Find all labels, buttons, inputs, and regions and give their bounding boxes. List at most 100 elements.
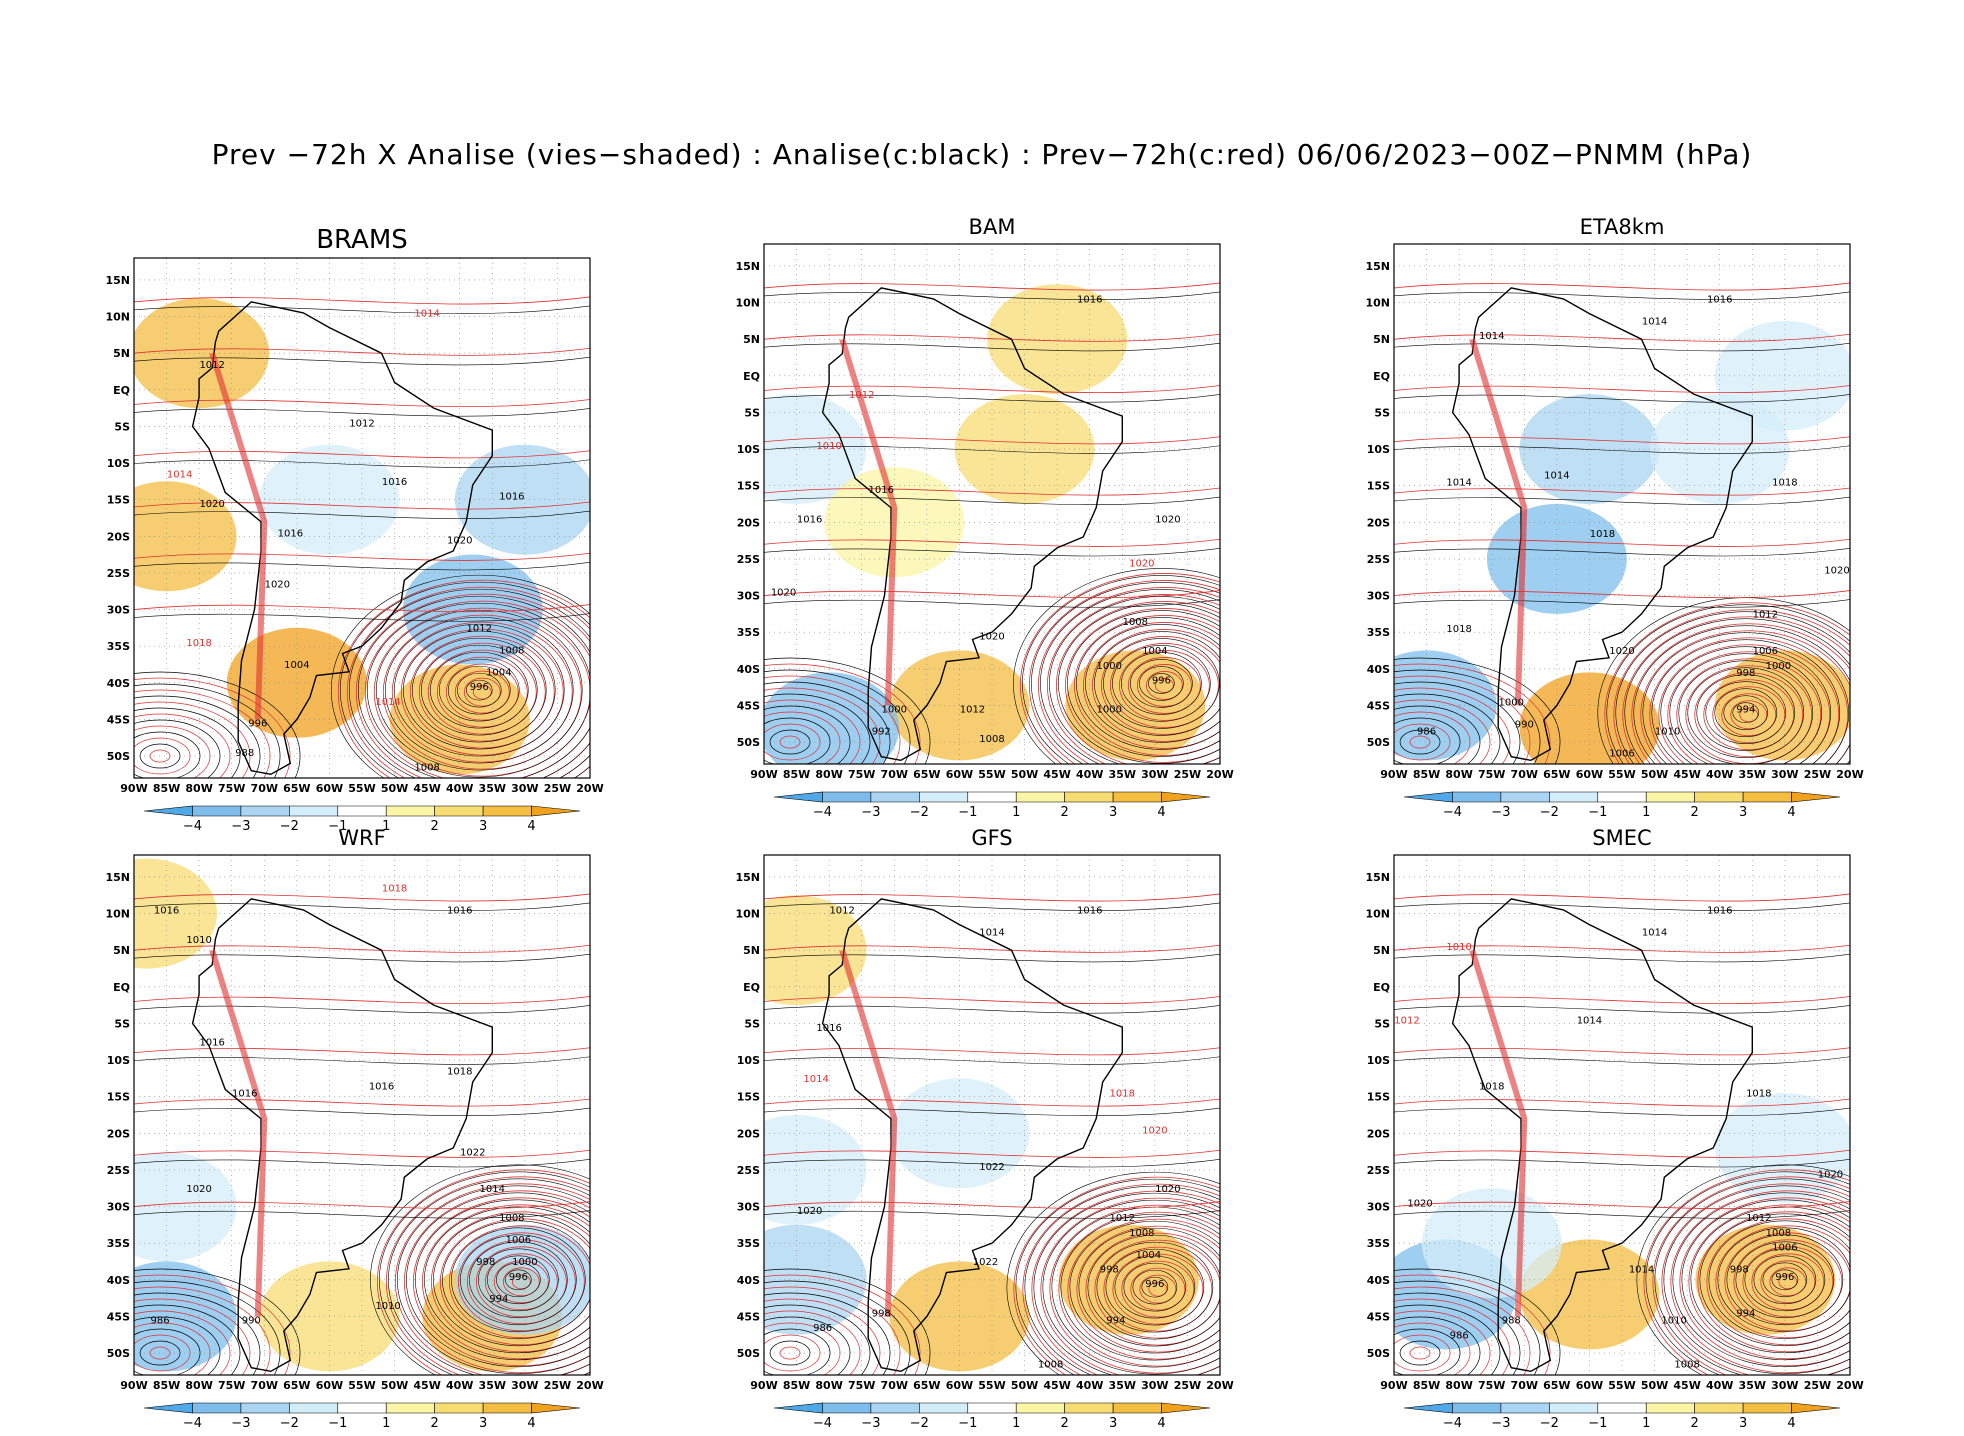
forecast-isobar <box>134 944 590 953</box>
y-tick-label: 15N <box>735 260 760 273</box>
contour-label: 1012 <box>199 360 224 371</box>
contour-label: 1016 <box>1707 295 1732 306</box>
contour-label: 1016 <box>232 1089 257 1100</box>
panel-smec: SMEC 1016 1014 1010 1012 1014 1018 1018 1020 1020… <box>1365 815 1964 1431</box>
y-tick-label: 50S <box>737 1347 760 1360</box>
low-contour-sw <box>139 1340 181 1366</box>
colorbar-swatch <box>967 1402 1017 1414</box>
y-tick-label: 5S <box>1374 1017 1390 1030</box>
contour-label: 1008 <box>1038 1360 1063 1371</box>
forecast-contour <box>1640 630 1850 764</box>
forecast-isobar <box>1394 590 1850 599</box>
analysis-contour <box>451 1227 586 1333</box>
contour-label: 1000 <box>1097 661 1122 672</box>
analysis-isobar <box>1394 445 1850 454</box>
forecast-contour <box>1154 678 1174 693</box>
y-tick-label: 35S <box>737 1237 760 1250</box>
analysis-contour <box>429 651 529 729</box>
colorbar-label: 2 <box>431 1416 439 1431</box>
forecast-isobar <box>764 1201 1220 1210</box>
colorbar-label: 2 <box>1061 805 1069 820</box>
low-contour-sw <box>764 663 921 764</box>
forecast-contour <box>1130 1267 1186 1311</box>
low-contour-sw <box>1394 681 1521 764</box>
x-tick-label: 50W <box>1641 768 1668 781</box>
low-contour-sw <box>764 705 851 764</box>
y-tick-label: 5S <box>744 406 760 419</box>
low-contour-sw <box>1394 699 1491 764</box>
forecast-contour <box>355 593 590 778</box>
y-tick-label: 45S <box>737 699 760 712</box>
forecast-contour <box>1121 1260 1195 1318</box>
contour-label: 1010 <box>1446 942 1471 953</box>
analysis-contour <box>1130 659 1193 708</box>
forecast-contour <box>1721 693 1777 737</box>
andes-contours <box>839 338 898 706</box>
low-contour-sw <box>1394 723 1451 761</box>
forecast-contour <box>346 586 590 778</box>
panel-eta8km: ETA8km 1016 1014 1014 1014 1014 1018 1018 1020 10… <box>1365 204 1964 820</box>
bias-region <box>764 672 900 764</box>
analysis-contour <box>402 630 556 750</box>
forecast-contour <box>1139 1274 1177 1304</box>
colorbar-swatch <box>1645 1402 1695 1414</box>
analysis-isobar <box>1394 902 1850 911</box>
low-contour-sw <box>1394 687 1511 764</box>
analysis-isobar <box>1394 1210 1850 1219</box>
y-tick-label: 10N <box>1365 908 1390 921</box>
contour-label: 998 <box>1100 1264 1119 1275</box>
bias-region <box>764 1224 867 1335</box>
forecast-contour <box>418 642 546 742</box>
analysis-isobar <box>1394 1158 1850 1168</box>
low-contour-sw <box>1394 1328 1461 1375</box>
analysis-contour <box>1078 1227 1220 1347</box>
analysis-contour <box>1103 638 1220 729</box>
forecast-contour <box>1091 629 1220 742</box>
analysis-contour <box>370 1164 590 1375</box>
x-tick-label: 70W <box>251 1379 278 1392</box>
y-tick-label: 40S <box>107 1274 130 1287</box>
analysis-contour <box>406 1192 590 1368</box>
panel-title: BRAMS <box>316 225 408 255</box>
forecast-contour <box>439 1218 590 1346</box>
colorbar-label: 2 <box>1061 1416 1069 1431</box>
contour-label: 986 <box>151 1316 170 1327</box>
low-contour-sw <box>1394 657 1561 764</box>
forecast-isobar <box>134 1149 590 1158</box>
map-svg: WRF1016101810161010101610161016101810221… <box>105 826 603 1431</box>
contour-label: 1008 <box>1766 1228 1791 1239</box>
x-tick-label: 40W <box>1076 1379 1103 1392</box>
panel-wrf: WRF 1016 1018 1016 1010 1016 1016 1016 1018 1022 1… <box>105 815 708 1431</box>
analysis-contour <box>366 602 590 778</box>
y-tick-label: 10N <box>105 908 130 921</box>
low-contour-sw <box>764 1280 911 1375</box>
colorbar-label: 2 <box>1691 1416 1699 1431</box>
analysis-contour <box>1717 1227 1850 1333</box>
contour-label: 1022 <box>979 1162 1004 1173</box>
low-contour-sw <box>134 719 221 778</box>
panel-title: SMEC <box>1592 826 1651 850</box>
y-tick-label: 10S <box>737 443 760 456</box>
forecast-contour <box>1109 643 1219 728</box>
contour-label: 1018 <box>1746 1089 1771 1100</box>
colorbar-swatch <box>289 1402 339 1414</box>
forecast-contour <box>1622 616 1850 764</box>
forecast-contour <box>1073 615 1220 756</box>
colorbar-swatch <box>1403 1402 1453 1414</box>
analysis-contour <box>1672 1192 1850 1368</box>
map-svg: SMEC 1016 1014 1010 1012 1014 1018 1018 1020 1020… <box>1365 826 1863 1431</box>
x-tick-label: 70W <box>251 782 278 795</box>
bias-region <box>1065 650 1206 761</box>
y-tick-label: 50S <box>1367 1347 1390 1360</box>
contour-label: 1022 <box>973 1257 998 1268</box>
contour-label: 1008 <box>414 763 439 774</box>
x-tick-label: 90W <box>1380 1379 1407 1392</box>
analysis-contour <box>1633 625 1850 764</box>
x-tick-label: 55W <box>1608 1379 1635 1392</box>
contour-label: 1018 <box>1772 478 1797 489</box>
x-tick-label: 30W <box>511 1379 538 1392</box>
contour-label: 986 <box>1417 727 1436 738</box>
y-tick-label: 5N <box>113 347 130 360</box>
low-contour-sw <box>134 1292 261 1375</box>
forecast-isobar <box>134 347 590 356</box>
